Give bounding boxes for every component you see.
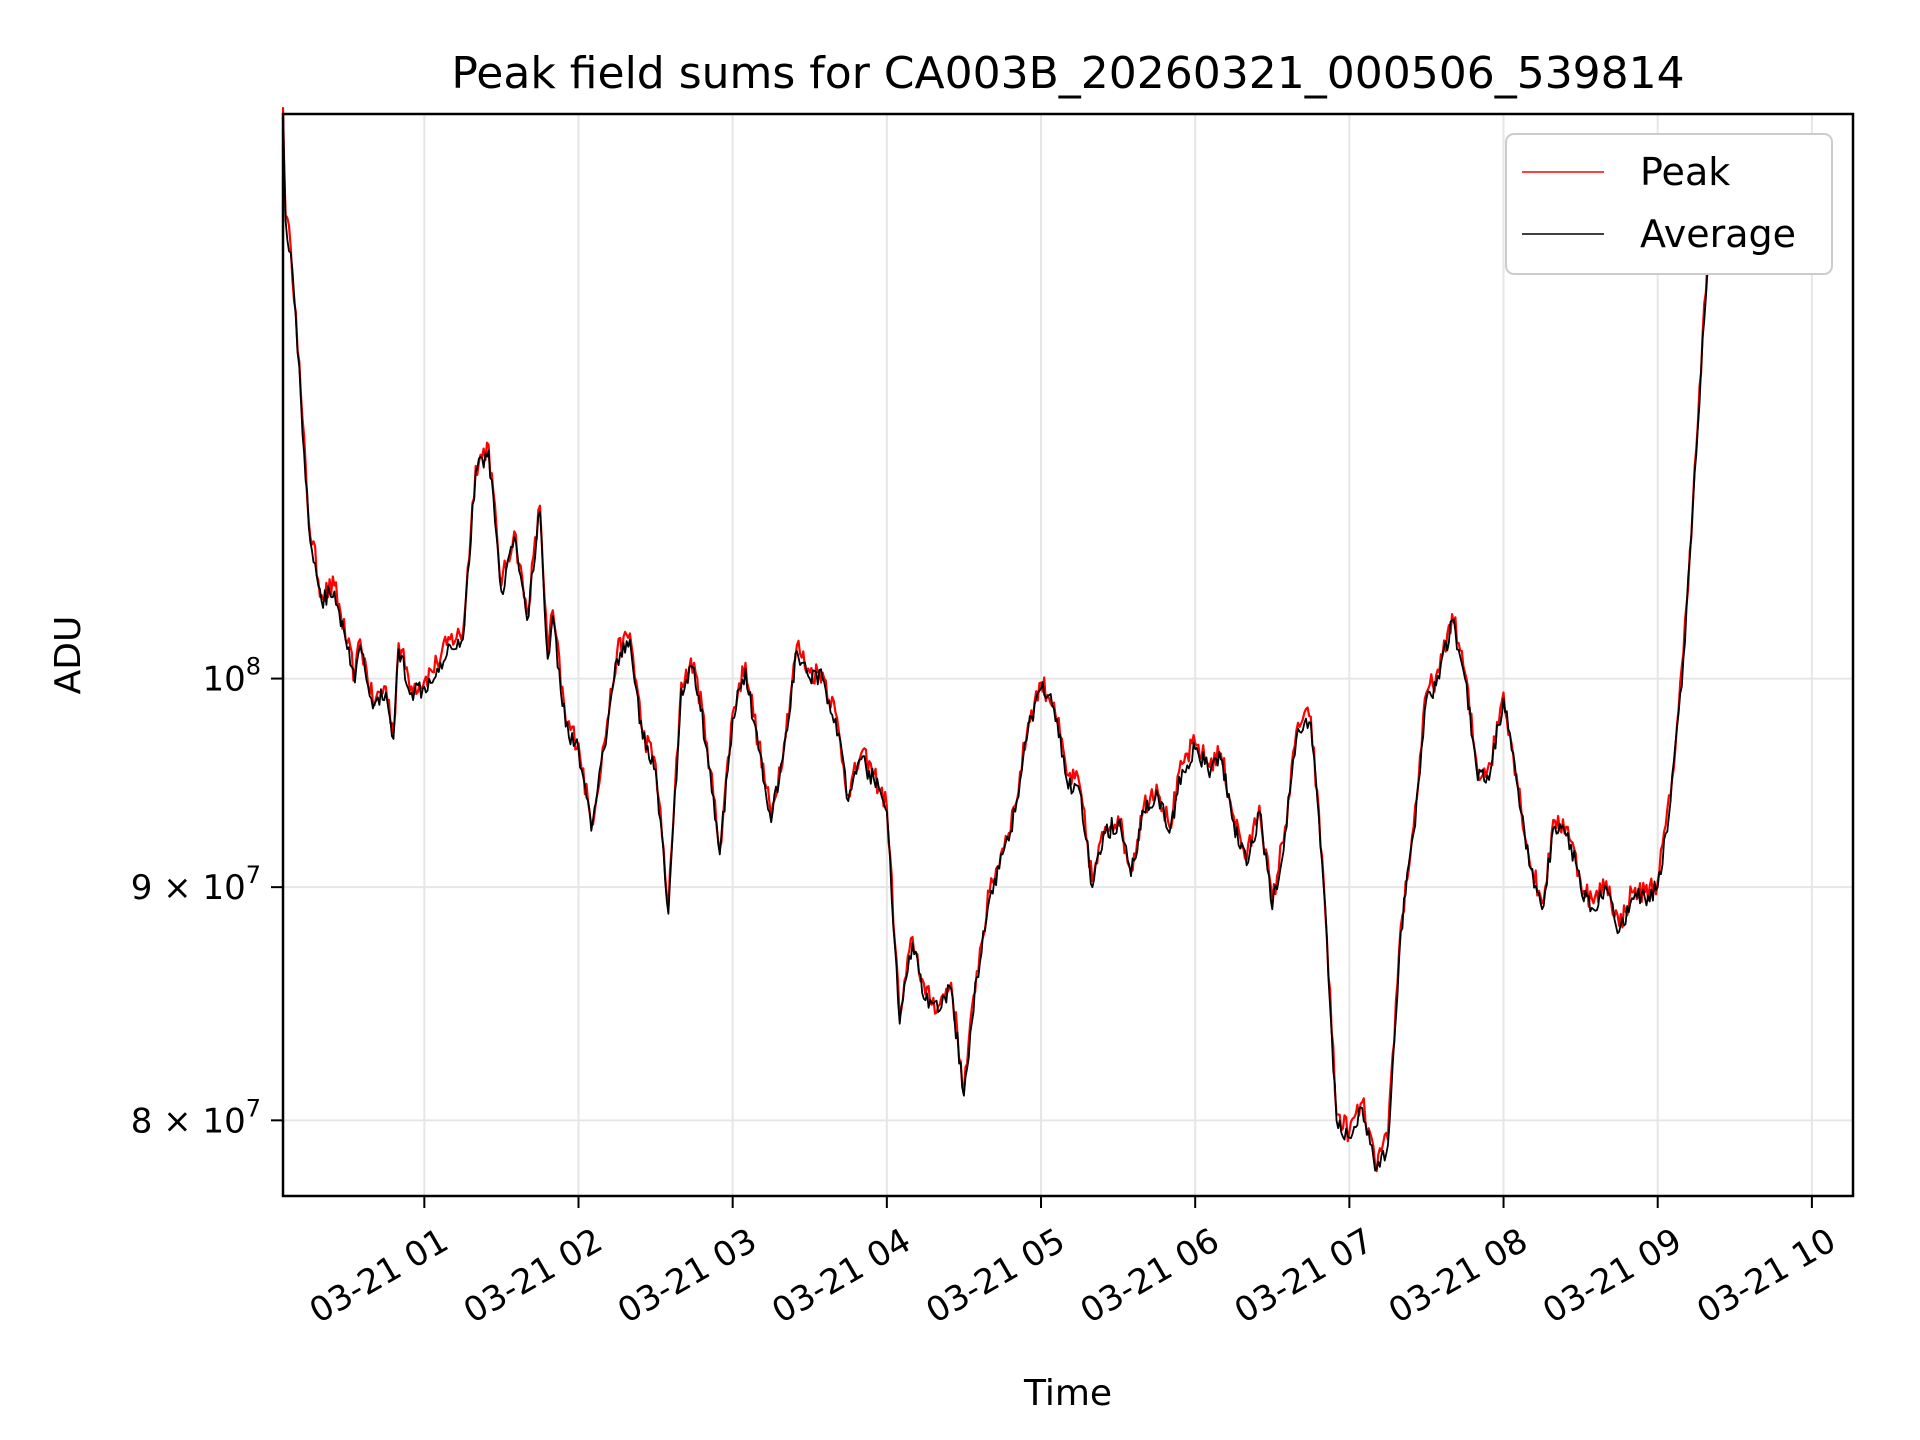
y-axis-label: ADU [48, 616, 89, 695]
x-tick-label: 03-21 07 [1228, 1221, 1380, 1332]
x-tick-label: 03-21 02 [457, 1221, 609, 1332]
chart-title: Peak field sums for CA003B_20260321_0005… [451, 48, 1684, 99]
y-tick-label: 8 × 107 [131, 1094, 261, 1141]
grid-layer [283, 114, 1853, 1196]
x-tick-label: 03-21 01 [303, 1221, 455, 1332]
x-tick-label: 03-21 06 [1074, 1221, 1226, 1332]
legend: Peak Average [1505, 133, 1833, 275]
x-tick-label: 03-21 04 [765, 1221, 917, 1332]
x-tick-label: 03-21 09 [1536, 1221, 1688, 1332]
x-axis-label: Time [1023, 1373, 1112, 1414]
series-line-peak [281, 107, 1709, 1173]
legend-label-peak: Peak [1640, 150, 1730, 194]
legend-box [1505, 133, 1833, 275]
y-tick-label: 9 × 107 [131, 861, 261, 908]
plot-frame [281, 112, 1855, 1198]
x-tick-label: 03-21 05 [920, 1221, 1072, 1332]
x-tick-label: 03-21 03 [611, 1221, 763, 1332]
x-tick-label: 03-21 10 [1690, 1221, 1842, 1332]
legend-label-average: Average [1640, 212, 1796, 256]
y-tick-label: 108 [202, 653, 261, 700]
series-line-average [282, 113, 1709, 1172]
y-axis-ticks: 108 9 × 107 8 × 107 [131, 653, 283, 1141]
x-axis-ticks: 03-21 01 03-21 02 03-21 03 03-21 04 03-21 05… [303, 1196, 1843, 1332]
series-layer [281, 107, 1709, 1173]
x-tick-label: 03-21 08 [1382, 1221, 1534, 1332]
